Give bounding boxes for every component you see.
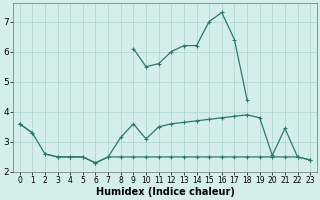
- X-axis label: Humidex (Indice chaleur): Humidex (Indice chaleur): [96, 187, 234, 197]
